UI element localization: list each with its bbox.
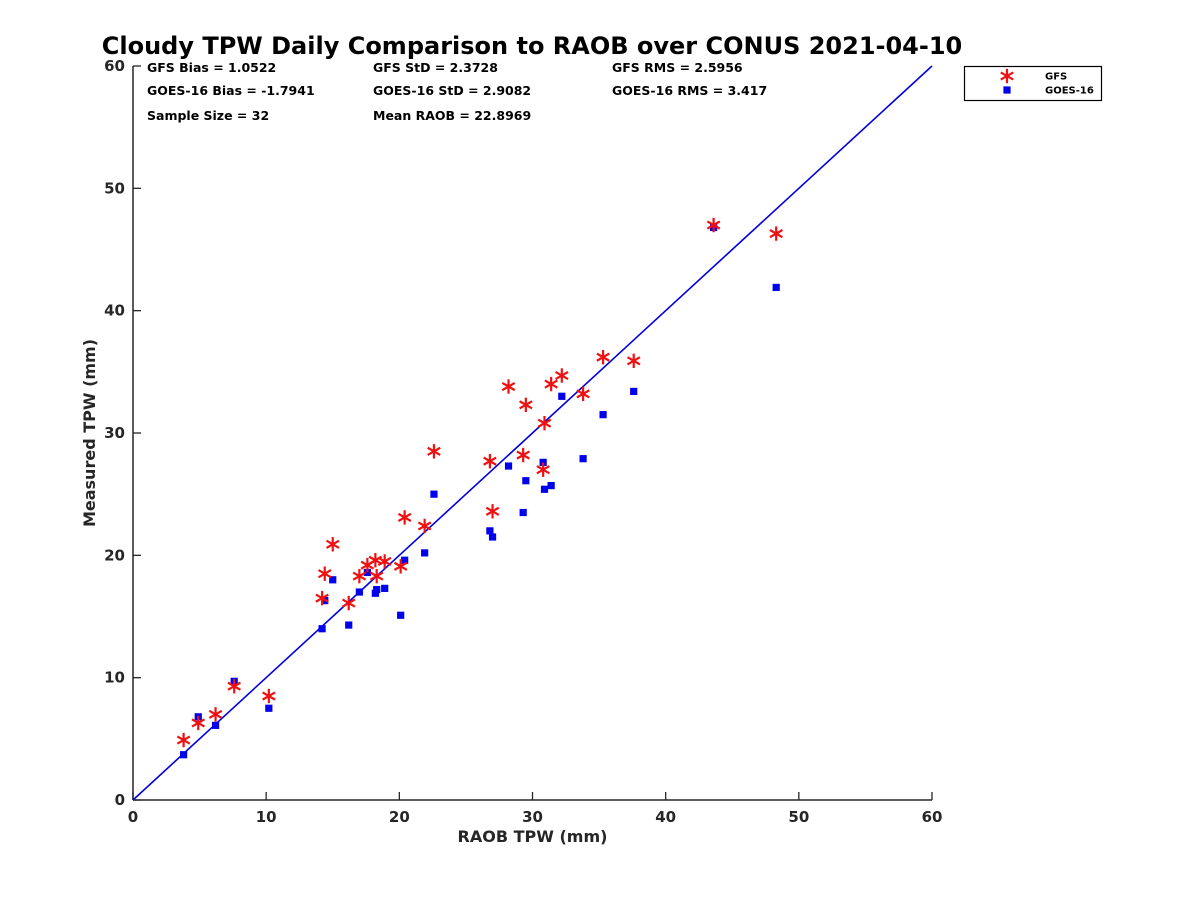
- data-point-square: [397, 611, 405, 619]
- data-point-asterisk: [516, 447, 530, 463]
- stat-label: GOES-16 StD = 2.9082: [373, 83, 531, 98]
- stat-label: GOES-16 Bias = -1.7941: [147, 83, 315, 98]
- one-to-one-line: [132, 65, 933, 801]
- data-point-asterisk: [519, 397, 533, 413]
- data-point-asterisk: [596, 349, 610, 365]
- series-gfs: [176, 217, 783, 748]
- data-point-square: [539, 458, 547, 466]
- data-point-square: [599, 411, 607, 419]
- data-point-square: [180, 751, 188, 759]
- data-point-square: [558, 392, 566, 400]
- data-point-square: [519, 508, 527, 517]
- data-point-square: [547, 482, 555, 490]
- data-point-asterisk: [576, 386, 590, 402]
- chart-title: Cloudy TPW Daily Comparison to RAOB over…: [102, 32, 962, 60]
- plot-axes: 0 10 20 30 40 50 60 0 10 20 30 40 50 60: [104, 57, 942, 826]
- x-tick-label: 50: [788, 808, 809, 826]
- data-point-asterisk: [706, 217, 721, 233]
- data-point-asterisk: [352, 568, 367, 584]
- y-tick-label: 20: [104, 546, 125, 564]
- data-marks: [176, 217, 783, 759]
- data-point-asterisk: [397, 510, 412, 525]
- stat-label: GFS StD = 2.3728: [373, 60, 498, 75]
- data-point-asterisk: [315, 590, 329, 606]
- data-point-asterisk: [626, 353, 641, 369]
- data-point-square: [371, 589, 379, 597]
- data-point-square: [430, 490, 438, 498]
- data-point-square: [329, 576, 337, 584]
- data-point-asterisk: [537, 416, 552, 431]
- legend-label: GOES-16: [1045, 86, 1094, 97]
- y-tick-label: 50: [104, 179, 125, 197]
- data-point-square: [355, 588, 363, 596]
- data-point-asterisk: [501, 379, 516, 394]
- data-point-asterisk: [393, 559, 408, 574]
- data-point-square: [211, 721, 220, 729]
- stat-label: GOES-16 RMS = 3.417: [612, 83, 767, 98]
- data-point-asterisk: [369, 568, 384, 584]
- x-tick-label: 60: [922, 808, 943, 826]
- stat-label: Mean RAOB = 22.8969: [373, 108, 531, 123]
- data-point-asterisk: [417, 518, 432, 534]
- legend-label: GFS: [1045, 72, 1067, 83]
- data-point-square: [540, 485, 549, 493]
- data-point-asterisk: [769, 226, 783, 241]
- data-point-asterisk: [262, 688, 276, 704]
- y-tick-label: 10: [104, 669, 125, 687]
- data-point-square: [363, 568, 371, 577]
- data-point-square: [421, 549, 429, 557]
- x-tick-label: 30: [522, 808, 543, 826]
- data-point-square: [772, 283, 780, 292]
- y-tick-label: 40: [104, 302, 125, 320]
- data-point-square: [345, 621, 353, 629]
- data-point-asterisk: [377, 554, 392, 569]
- data-point-square: [318, 625, 326, 633]
- data-point-asterisk: [325, 537, 340, 552]
- data-point-asterisk: [555, 368, 569, 383]
- x-tick-label: 10: [256, 808, 277, 826]
- data-point-asterisk: [485, 504, 500, 519]
- data-point-asterisk: [360, 557, 375, 573]
- y-tick-label: 0: [115, 791, 125, 809]
- data-point-asterisk: [341, 595, 356, 611]
- data-point-asterisk: [208, 707, 223, 722]
- data-point-square: [504, 462, 513, 470]
- stat-label: Sample Size = 32: [147, 108, 269, 123]
- stat-label: GFS RMS = 2.5956: [612, 60, 743, 75]
- x-tick-label: 20: [389, 808, 410, 826]
- data-point-asterisk: [544, 376, 558, 392]
- legend-box: [963, 65, 1103, 102]
- data-point-square: [373, 585, 381, 594]
- data-point-asterisk: [227, 679, 241, 694]
- data-point-asterisk: [191, 715, 206, 731]
- data-point-asterisk: [317, 566, 332, 581]
- legend-marker-asterisk: [1000, 68, 1014, 84]
- x-tick-label: 40: [655, 808, 676, 826]
- x-tick-label: 0: [128, 808, 138, 826]
- reference-line: [132, 65, 933, 801]
- data-point-square: [265, 704, 273, 712]
- data-point-asterisk: [176, 732, 191, 748]
- data-point-square: [486, 527, 494, 535]
- data-point-asterisk: [483, 453, 497, 469]
- series-goes-16: [180, 223, 780, 759]
- data-point-asterisk: [427, 444, 441, 459]
- data-point-square: [488, 533, 497, 541]
- stats-annotations: GFS Bias = 1.0522 GFS StD = 2.3728 GFS RMS…: [147, 60, 767, 123]
- legend: GFS GOES-16: [963, 65, 1103, 102]
- y-axis-label: Measured TPW (mm): [80, 339, 99, 527]
- data-point-square: [630, 387, 638, 396]
- data-point-square: [401, 556, 409, 564]
- data-point-asterisk: [536, 462, 550, 477]
- y-tick-label: 30: [104, 424, 125, 442]
- data-point-square: [381, 584, 389, 592]
- data-point-square: [579, 455, 587, 463]
- legend-marker-square: [1003, 86, 1011, 94]
- x-axis-label: RAOB TPW (mm): [458, 827, 608, 846]
- y-tick-label: 60: [104, 57, 125, 75]
- data-point-square: [522, 477, 530, 485]
- stat-label: GFS Bias = 1.0522: [147, 60, 276, 75]
